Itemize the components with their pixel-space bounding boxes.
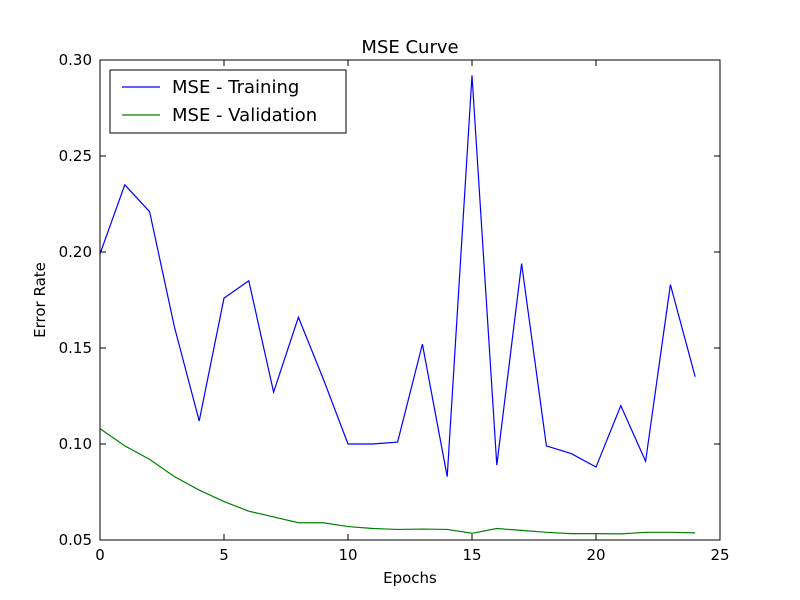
validation-mse-point: [670, 532, 672, 534]
validation-mse-point: [198, 489, 200, 491]
validation-mse-point: [372, 528, 374, 530]
training-mse-point: [694, 376, 696, 378]
tick-group: 0 5 10 15 20 25 0.05 0.10 0.15 0.20 0.25 0.30: [59, 51, 730, 564]
x-tick-label: 10: [338, 546, 357, 564]
training-mse-point: [397, 441, 399, 443]
validation-mse-point: [694, 532, 696, 534]
x-tick-label: 25: [710, 546, 729, 564]
training-mse-point: [322, 378, 324, 380]
training-mse-point: [446, 476, 448, 478]
legend: MSE - Training MSE - Validation: [109, 69, 347, 134]
training-mse-point: [198, 420, 200, 422]
training-mse-point: [670, 284, 672, 286]
validation-mse-point: [422, 528, 424, 530]
validation-mse-point: [595, 533, 597, 535]
validation-mse-point: [273, 516, 275, 518]
training-mse-point: [620, 405, 622, 407]
y-tick-label: 0.15: [59, 339, 92, 357]
validation-mse-point: [546, 532, 548, 534]
legend-label-training: MSE - Training: [172, 77, 299, 98]
legend-box: [109, 69, 347, 134]
y-tick-label: 0.25: [59, 147, 92, 165]
training-mse-point: [174, 326, 176, 328]
x-tick-label: 0: [95, 546, 105, 564]
validation-mse-point: [397, 529, 399, 531]
x-axis-title: Epochs: [383, 569, 437, 587]
x-tick-label: 15: [462, 546, 481, 564]
validation-mse-point: [446, 529, 448, 531]
x-tick-label: 20: [586, 546, 605, 564]
training-mse-line: [99, 75, 696, 477]
validation-mse-point: [496, 528, 498, 530]
validation-mse-point: [223, 501, 225, 503]
validation-mse-line: [99, 428, 696, 535]
validation-mse-point: [570, 533, 572, 535]
y-tick-label: 0.10: [59, 435, 92, 453]
training-mse-point: [422, 343, 424, 345]
training-mse-point: [645, 460, 647, 462]
validation-mse-point: [471, 532, 473, 534]
validation-mse-point: [645, 532, 647, 534]
training-mse-point: [273, 391, 275, 393]
validation-mse-point: [298, 522, 300, 524]
validation-mse-point: [521, 530, 523, 532]
training-mse-point: [521, 263, 523, 265]
validation-mse-point: [149, 459, 151, 461]
training-mse-point: [496, 464, 498, 466]
legend-label-validation: MSE - Validation: [172, 105, 317, 126]
y-tick-label: 0.20: [59, 243, 92, 261]
training-mse-point: [546, 445, 548, 447]
y-tick-label: 0.30: [59, 51, 92, 69]
chart-title: MSE Curve: [361, 37, 458, 58]
y-tick-label: 0.05: [59, 531, 92, 549]
validation-mse-point: [620, 533, 622, 535]
validation-mse-point: [124, 445, 126, 447]
x-tick-label: 5: [219, 546, 229, 564]
series-group: [99, 75, 696, 535]
training-mse-point: [149, 211, 151, 213]
validation-mse-point: [248, 510, 250, 512]
plot-frame: [99, 59, 721, 541]
training-mse-point: [347, 443, 349, 445]
validation-mse-point: [347, 526, 349, 528]
training-mse-point: [223, 297, 225, 299]
training-mse-point: [595, 466, 597, 468]
training-mse-point: [298, 316, 300, 318]
training-mse-point: [124, 184, 126, 186]
y-axis-title: Error Rate: [31, 262, 49, 338]
training-mse-point: [570, 453, 572, 455]
training-mse-point: [248, 280, 250, 282]
validation-mse-point: [322, 522, 324, 524]
training-mse-point: [471, 75, 473, 77]
validation-mse-point: [174, 476, 176, 478]
training-mse-point: [372, 443, 374, 445]
